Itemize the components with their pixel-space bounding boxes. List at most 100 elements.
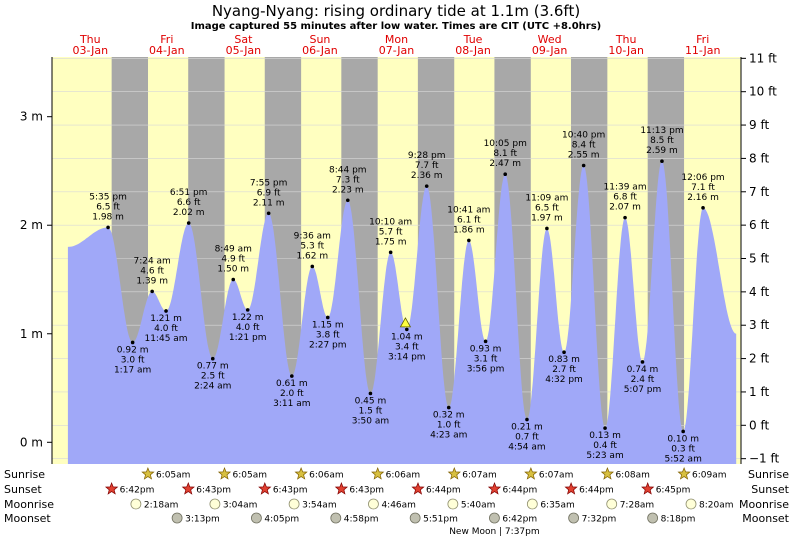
row-label-left: Sunrise — [4, 468, 45, 481]
day-name-label: Thu — [615, 33, 637, 46]
day-name-label: Fri — [696, 33, 709, 46]
low-tide-point — [130, 340, 135, 345]
tide-label: 10:10 am — [369, 217, 412, 227]
tide-label: 3:11 am — [273, 399, 310, 409]
row-label-left: Sunset — [4, 483, 42, 496]
tide-label: 4.6 ft — [140, 266, 164, 276]
tide-label: 2.16 m — [687, 193, 719, 203]
row-event-time: 6:07am — [539, 471, 574, 481]
tide-label: 1.0 ft — [437, 421, 461, 431]
sunset-icon — [411, 482, 425, 495]
tide-label: 3.8 ft — [316, 330, 340, 340]
tide-label: 4.0 ft — [236, 323, 260, 333]
row-event-time: 6:42pm — [120, 486, 155, 496]
tide-label: 2.23 m — [332, 185, 364, 195]
tide-label: 1:17 am — [114, 365, 151, 375]
row-event-time: 6:44pm — [579, 486, 614, 496]
high-tide-point — [388, 250, 393, 255]
sunset-icon — [564, 482, 578, 495]
sunset-icon — [181, 482, 195, 495]
tide-label: 4.9 ft — [221, 254, 245, 264]
y-right-tick-label: 6 ft — [749, 218, 769, 232]
tide-label: 3.0 ft — [121, 355, 145, 365]
moonset-icon — [409, 512, 421, 524]
row-event-time: 6:05am — [233, 471, 268, 481]
tide-label: 4:23 am — [430, 431, 467, 441]
sunrise-icon — [294, 467, 308, 480]
tide-label: 5:52 am — [664, 454, 701, 464]
tide-label: 4.0 ft — [154, 324, 178, 334]
tide-label: 2.4 ft — [631, 375, 655, 385]
y-right-tick-label: 1 ft — [749, 385, 769, 399]
tide-label: 1.86 m — [453, 225, 485, 235]
tide-label: 6.6 ft — [177, 198, 201, 208]
row-event-time: 4:46am — [381, 501, 416, 511]
moonset-icon — [489, 512, 500, 524]
day-date-label: 04-Jan — [149, 44, 185, 57]
tide-label: 10:05 pm — [484, 139, 527, 149]
sunset-icon — [487, 482, 502, 495]
day-date-label: 06-Jan — [302, 44, 338, 57]
y-left-tick-label: 2 m — [20, 218, 43, 232]
tide-label: 0.13 m — [589, 431, 621, 441]
row-event-time: 6:35am — [540, 501, 575, 511]
tide-label: 9:28 pm — [408, 151, 446, 161]
tide-label: 0.61 m — [276, 379, 308, 389]
tide-label: 2.59 m — [646, 146, 678, 156]
y-right-tick-label: 8 ft — [749, 151, 769, 165]
tide-label: 3.4 ft — [395, 342, 419, 352]
sunrise-icon — [677, 467, 691, 480]
tide-label: 1.21 m — [150, 314, 182, 324]
sunrise-icon — [371, 467, 385, 480]
day-name-label: Thu — [79, 33, 101, 46]
high-tide-point — [503, 172, 508, 177]
tide-label: 4:54 am — [508, 443, 545, 453]
tide-label: 5.3 ft — [300, 241, 324, 251]
tide-label: 0.83 m — [548, 355, 580, 365]
tide-label: 7:55 pm — [250, 178, 288, 188]
tide-label: 11:09 am — [525, 193, 568, 203]
moonset-icon — [330, 512, 342, 524]
moonset-icon — [251, 512, 262, 524]
day-name-label: Tue — [463, 33, 483, 46]
moonrise-icon — [526, 498, 538, 510]
row-event-time: 6:06am — [386, 471, 421, 481]
high-tide-point — [424, 184, 429, 188]
low-tide-point — [562, 350, 566, 355]
chart-subtitle: Image captured 55 minutes after low wate… — [191, 21, 602, 32]
tide-label: 12:06 pm — [681, 173, 724, 183]
tide-label: 10:40 pm — [562, 131, 605, 141]
tide-label: 1.39 m — [136, 276, 168, 286]
day-date-label: 10-Jan — [608, 44, 644, 57]
row-event-time: 6:44pm — [503, 486, 538, 496]
tide-label: 0.3 ft — [671, 444, 695, 454]
rows-background — [52, 464, 741, 538]
tide-label: 0.21 m — [511, 423, 543, 433]
tide-label: 1.22 m — [232, 313, 264, 323]
row-event-time: 6:07am — [462, 471, 497, 481]
tide-label: 1.04 m — [391, 332, 423, 342]
tide-label: 1.50 m — [217, 264, 249, 274]
row-event-time: 6:06am — [309, 471, 344, 481]
sunset-icon — [641, 482, 655, 495]
tide-label: 5:07 pm — [624, 385, 662, 395]
tide-label: 6.8 ft — [613, 193, 637, 203]
y-right-tick-label: −1 ft — [749, 452, 780, 466]
tide-label: 8.5 ft — [650, 136, 674, 146]
high-tide-point — [660, 159, 664, 163]
row-event-time: 5:51pm — [423, 515, 458, 525]
day-date-label: 07-Jan — [379, 44, 415, 57]
sunrise-icon — [600, 467, 615, 480]
tide-label: 1.97 m — [531, 213, 563, 223]
moonset-icon — [568, 512, 580, 524]
row-event-time: 6:09am — [692, 471, 727, 481]
tide-label: 2.5 ft — [201, 372, 225, 382]
high-tide-point — [623, 215, 627, 220]
tide-label: 6.9 ft — [257, 188, 281, 198]
low-tide-point — [483, 339, 488, 344]
y-right-tick-label: 0 ft — [749, 418, 769, 432]
row-event-time: 3:04am — [223, 501, 258, 511]
low-tide-point — [525, 417, 529, 422]
tide-label: 7.3 ft — [336, 175, 360, 185]
high-tide-point — [545, 226, 549, 231]
